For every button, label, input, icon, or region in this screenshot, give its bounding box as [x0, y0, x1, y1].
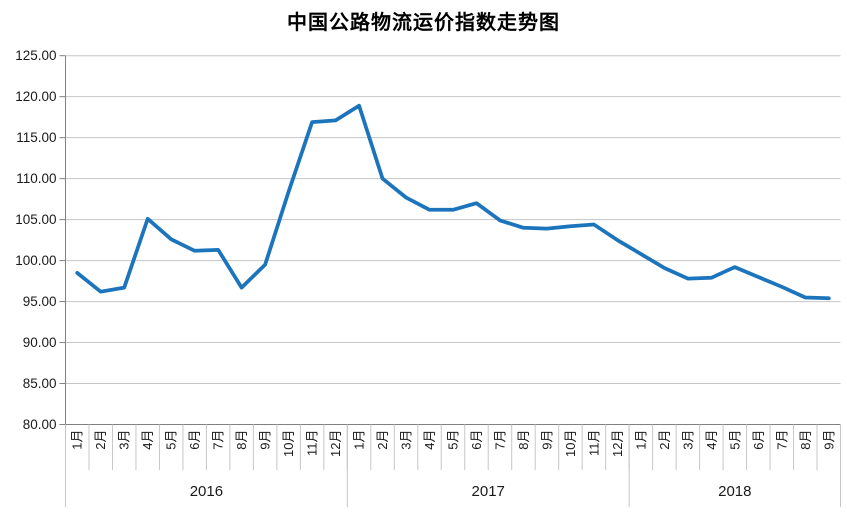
x-month-label: 6月	[469, 430, 484, 450]
x-month-label: 11月	[305, 430, 320, 457]
y-tick-label: 110.00	[16, 171, 56, 186]
x-month-label: 2月	[375, 430, 390, 450]
x-month-label: 1月	[633, 430, 648, 450]
x-month-label: 12月	[328, 430, 343, 457]
x-month-label: 9月	[821, 430, 836, 450]
x-month-label: 12月	[610, 430, 625, 457]
trend-line	[75, 103, 831, 301]
x-month-label: 10月	[563, 430, 578, 457]
x-month-label: 6月	[187, 430, 202, 450]
x-month-label: 11月	[586, 430, 601, 457]
x-month-label: 3月	[399, 430, 414, 450]
x-month-label: 8月	[516, 430, 531, 450]
x-month-label: 4月	[140, 430, 155, 450]
chart-title: 中国公路物流运价指数走势图	[287, 10, 560, 34]
y-tick-label: 125.00	[15, 48, 56, 63]
x-year-label: 2017	[472, 483, 505, 500]
x-month-label: 7月	[211, 430, 226, 450]
y-tick-label: 85.00	[23, 376, 57, 391]
y-tick-label: 105.00	[15, 212, 56, 227]
x-month-label: 5月	[446, 430, 461, 450]
x-month-label: 4月	[704, 430, 719, 450]
x-year-label: 2016	[190, 483, 223, 500]
y-tick-label: 95.00	[23, 294, 57, 309]
x-month-label: 8月	[798, 430, 813, 450]
x-month-label: 5月	[727, 430, 742, 450]
x-month-label: 7月	[774, 430, 789, 450]
y-tick-label: 115.00	[16, 130, 56, 145]
x-month-label: 5月	[164, 430, 179, 450]
x-month-label: 1月	[352, 430, 367, 450]
x-year-label: 2018	[718, 483, 751, 500]
y-tick-label: 120.00	[15, 89, 56, 104]
x-month-label: 3月	[680, 430, 695, 450]
x-month-label: 1月	[70, 430, 85, 450]
x-month-label: 9月	[258, 430, 273, 450]
x-month-label: 10月	[281, 430, 296, 457]
x-month-label: 7月	[492, 430, 507, 450]
y-tick-label: 80.00	[23, 417, 57, 432]
x-month-label: 3月	[117, 430, 132, 450]
x-month-label: 8月	[234, 430, 249, 450]
x-month-label: 2月	[657, 430, 672, 450]
x-month-label: 2月	[93, 430, 108, 450]
x-month-label: 6月	[751, 430, 766, 450]
x-month-label: 9月	[539, 430, 554, 450]
y-tick-label: 100.00	[15, 253, 56, 268]
x-month-label: 4月	[422, 430, 437, 450]
y-tick-label: 90.00	[23, 335, 57, 350]
